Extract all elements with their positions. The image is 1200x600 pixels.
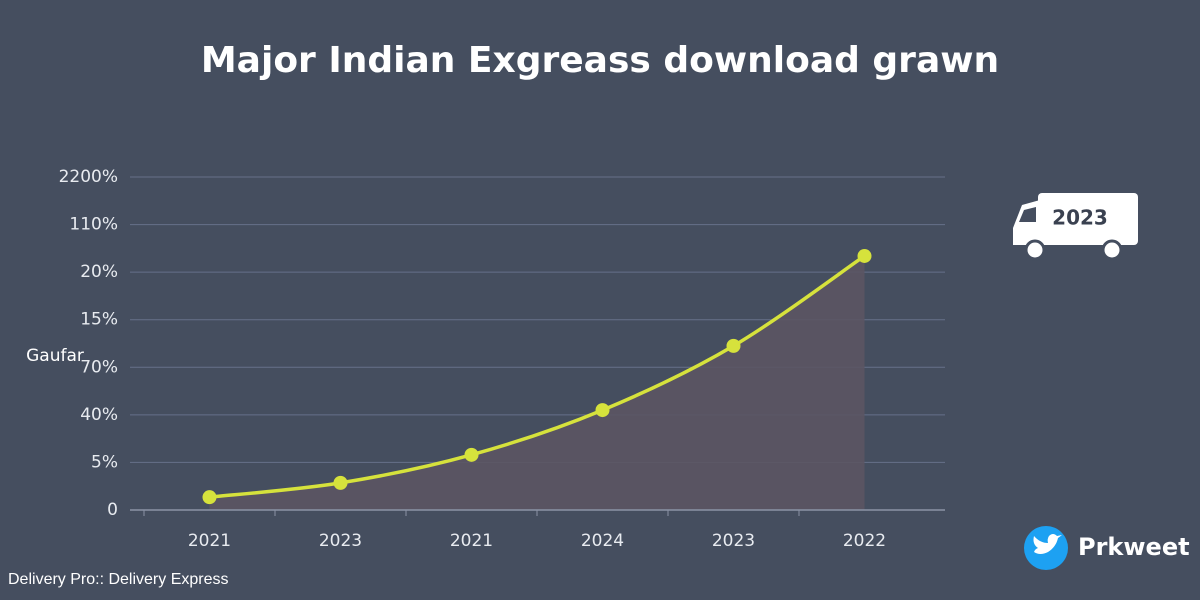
point <box>202 490 217 505</box>
brand-bird <box>1033 534 1062 554</box>
y-tick-label: 0 <box>107 500 118 520</box>
brand: Prkweet <box>1024 526 1190 570</box>
point <box>464 447 479 462</box>
point <box>726 338 741 353</box>
truck-cab <box>1013 200 1040 245</box>
y-tick-label: 70% <box>80 357 118 377</box>
truck-badge: 2023 <box>1013 193 1138 261</box>
point <box>595 403 610 418</box>
y-tick-label: 15% <box>80 310 118 330</box>
point <box>857 248 872 263</box>
x-tick-label: 2021 <box>450 531 493 551</box>
badge-text: 2023 <box>1052 206 1108 230</box>
truck-wheel <box>1024 239 1046 261</box>
x-tick-label: 2024 <box>581 531 624 551</box>
y-tick-label: 40% <box>80 405 118 425</box>
y-tick-label: 5% <box>91 452 118 472</box>
area <box>209 255 865 510</box>
truck-window <box>1019 207 1036 222</box>
y-tick-label: 110% <box>69 215 118 235</box>
footer: Delivery Pro:: Delivery Express <box>8 571 229 588</box>
brand-name: Prkweet <box>1078 533 1190 561</box>
x-tick-label: 2021 <box>188 531 231 551</box>
point <box>333 475 348 490</box>
y-tick-label: 20% <box>80 262 118 282</box>
line <box>209 254 866 499</box>
chart-title: Major Indian Exgreass download grawn <box>201 40 999 81</box>
y-tick-label: 2200% <box>59 167 118 187</box>
truck-wheel <box>1101 239 1123 261</box>
x-tick-label: 2022 <box>843 531 886 551</box>
x-tick-label: 2023 <box>319 531 362 551</box>
x-tick-label: 2023 <box>712 531 755 551</box>
y-axis-label: Gaufar <box>26 346 84 366</box>
truck-body <box>1038 193 1138 245</box>
